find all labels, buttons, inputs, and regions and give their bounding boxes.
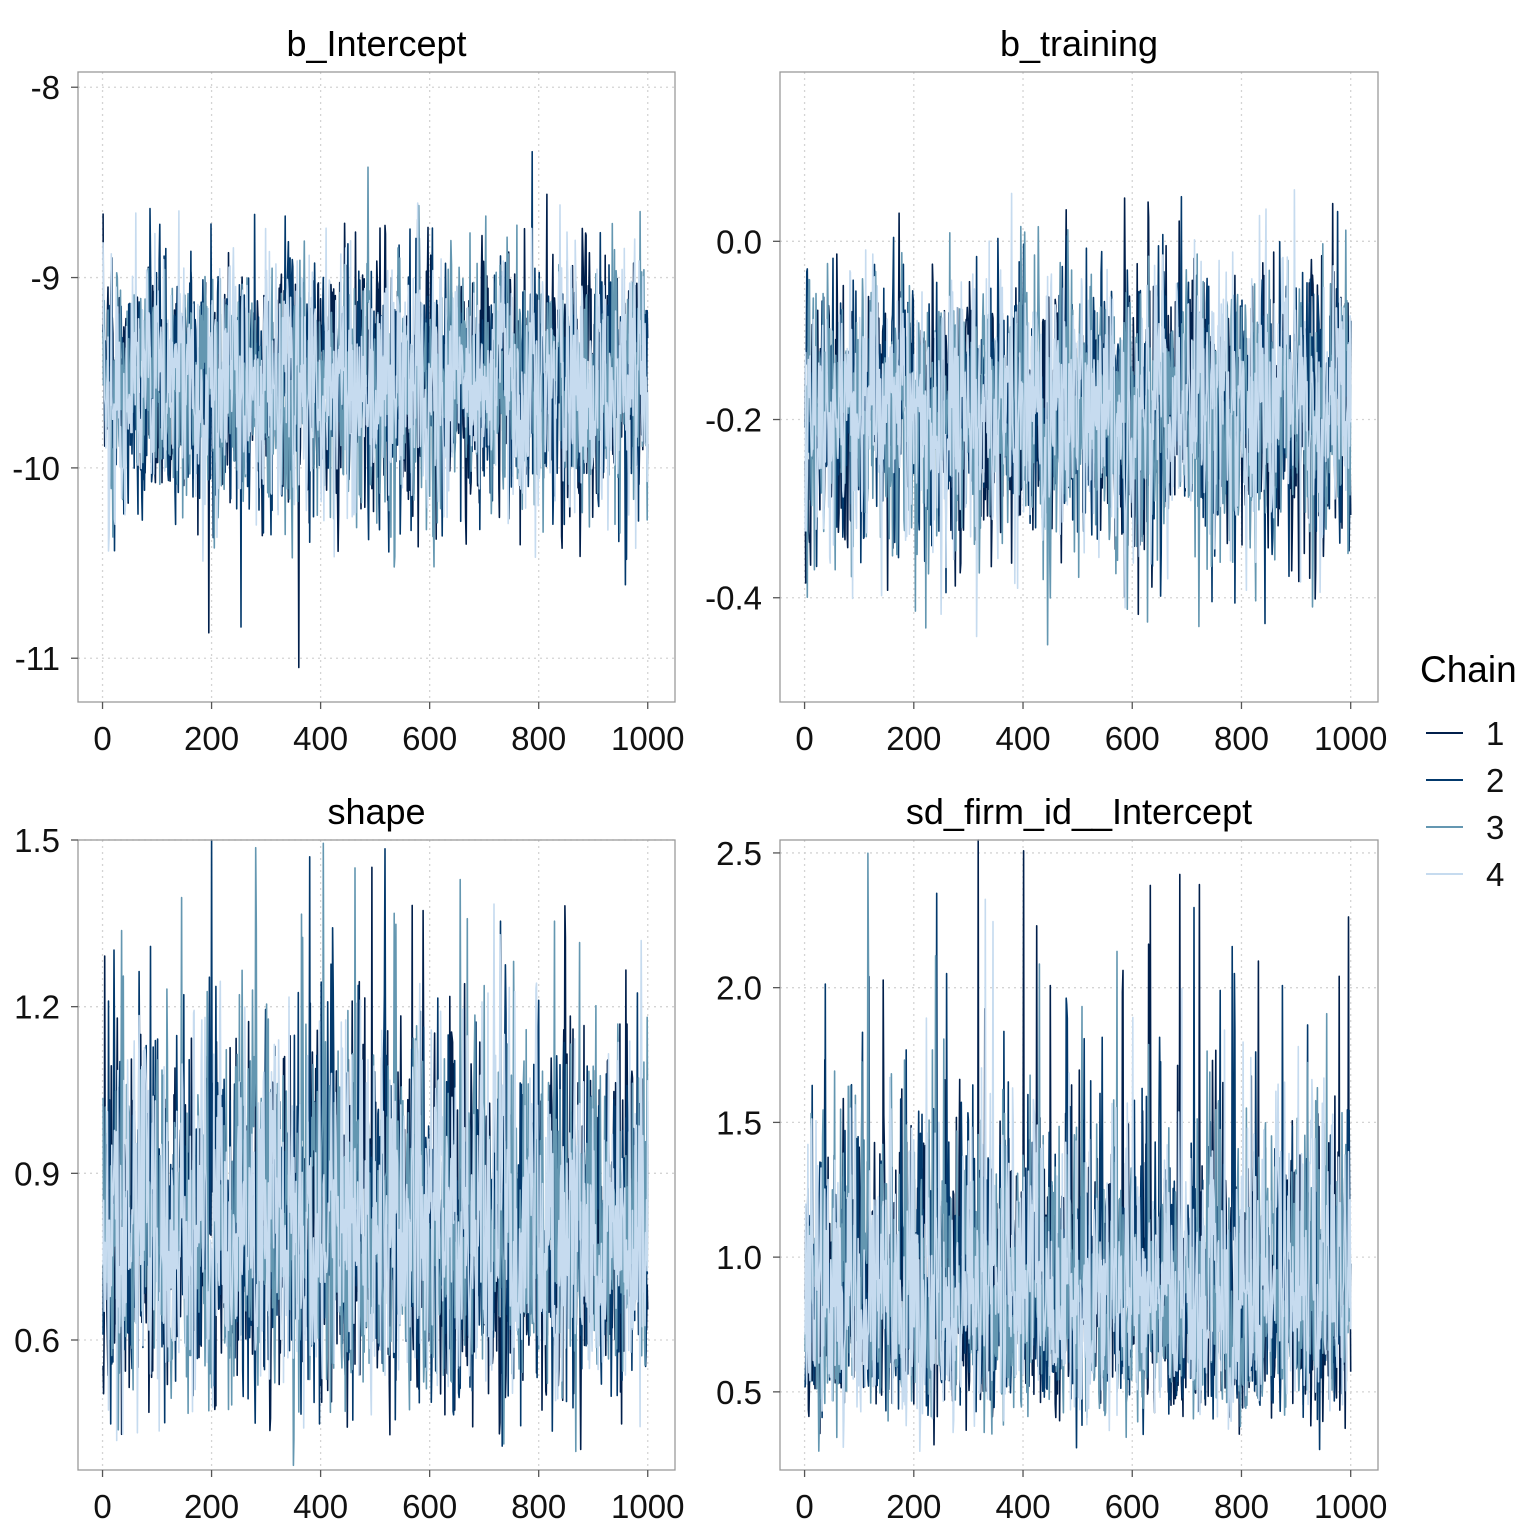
panel-title: shape	[327, 791, 425, 832]
panel-frame	[779, 71, 1379, 703]
x-tick-label: 0	[795, 720, 813, 757]
y-tick-label: 2.5	[716, 835, 762, 872]
y-tick-label: 0.9	[14, 1155, 60, 1192]
legend-title: Chain	[1420, 649, 1517, 690]
panel-b_Intercept: b_Intercept 0 200 400 600 800 1000 -11 -10 -9 -8	[12, 23, 684, 757]
trace-chain-4	[804, 189, 1352, 638]
y-tick-label: -9	[31, 260, 60, 297]
x-tick-label: 200	[184, 1488, 239, 1525]
y-tick-label: 1.2	[14, 989, 60, 1026]
x-tick-label: 200	[886, 1488, 941, 1525]
y-tick-label: -8	[31, 69, 60, 106]
panel-frame	[77, 71, 676, 703]
y-tick-label: -11	[15, 640, 60, 677]
x-tick-label: 1000	[611, 1488, 684, 1525]
x-tick-label: 800	[511, 720, 566, 757]
y-tick-label: 1.5	[14, 822, 60, 859]
x-tick-label: 0	[93, 720, 111, 757]
y-tick-label: -0.4	[705, 580, 762, 617]
x-tick-label: 1000	[1314, 1488, 1387, 1525]
panel-frame	[779, 839, 1379, 1471]
trace-chain-4	[804, 898, 1352, 1452]
x-tick-label: 600	[402, 1488, 457, 1525]
panel-shape: shape 0 200 400 600 800 1000 0.6 0.9 1.2 1.5	[14, 791, 684, 1525]
trace-chain-4	[102, 202, 649, 562]
legend: Chain 1 2 3 4	[1420, 649, 1517, 893]
x-tick-label: 0	[795, 1488, 813, 1525]
panel-title: b_Intercept	[286, 23, 466, 64]
panel-b_training: b_training 0 200 400 600 800 1000 -0.4 -0.2 0.0	[705, 23, 1387, 757]
panel-title: sd_firm_id__Intercept	[906, 791, 1252, 832]
x-tick-label: 200	[184, 720, 239, 757]
panel-sd_firm_id__Intercept: sd_firm_id__Intercept 0 200 400 600 800 1000 0.…	[716, 791, 1387, 1525]
y-tick-label: 0.6	[14, 1322, 60, 1359]
x-tick-label: 400	[995, 720, 1050, 757]
y-tick-label: -0.2	[705, 402, 762, 439]
x-tick-label: 600	[1105, 1488, 1160, 1525]
legend-label-chain-3: 3	[1486, 809, 1504, 846]
x-tick-label: 0	[93, 1488, 111, 1525]
x-tick-label: 800	[511, 1488, 566, 1525]
legend-label-chain-4: 4	[1486, 856, 1504, 893]
y-tick-label: 1.5	[716, 1104, 762, 1141]
y-tick-label: 0.5	[716, 1374, 762, 1411]
x-tick-label: 800	[1214, 720, 1269, 757]
x-tick-label: 1000	[611, 720, 684, 757]
y-tick-label: 0.0	[716, 223, 762, 260]
x-tick-label: 400	[293, 720, 348, 757]
x-tick-label: 400	[293, 1488, 348, 1525]
legend-label-chain-2: 2	[1486, 762, 1504, 799]
x-tick-label: 400	[995, 1488, 1050, 1525]
x-tick-label: 1000	[1314, 720, 1387, 757]
y-tick-label: -10	[12, 450, 60, 487]
legend-label-chain-1: 1	[1486, 715, 1504, 752]
panel-frame	[77, 839, 676, 1471]
y-tick-label: 1.0	[716, 1239, 762, 1276]
panel-title: b_training	[1000, 23, 1158, 64]
y-tick-label: 2.0	[716, 970, 762, 1007]
x-tick-label: 200	[886, 720, 941, 757]
trace-chain-4	[102, 903, 649, 1442]
x-tick-label: 600	[1105, 720, 1160, 757]
x-tick-label: 800	[1214, 1488, 1269, 1525]
x-tick-label: 600	[402, 720, 457, 757]
